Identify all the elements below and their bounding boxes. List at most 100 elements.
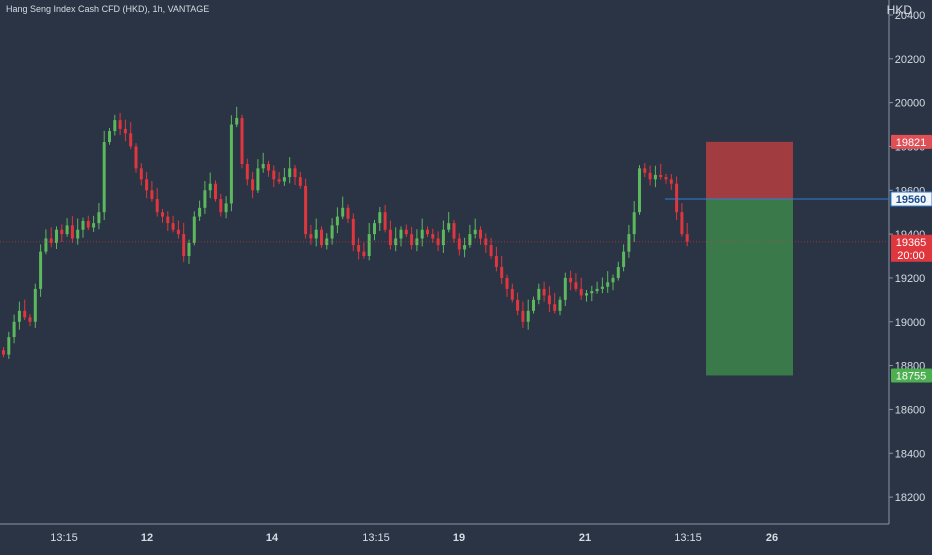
- candle: [33, 283, 37, 328]
- candle: [325, 233, 329, 250]
- candle-body: [579, 288, 583, 296]
- candle: [192, 211, 196, 246]
- candle: [92, 215, 96, 232]
- candle: [431, 228, 435, 243]
- take-profit-zone[interactable]: [706, 199, 793, 376]
- symbol-title: Hang Seng Index Cash CFD (HKD), 1h, VANT…: [6, 4, 210, 14]
- target-badge-text: 18755: [896, 370, 927, 382]
- entry-badge: 19560: [890, 191, 932, 207]
- candle-body: [272, 170, 276, 180]
- candle: [627, 224, 631, 258]
- candle-body: [394, 238, 398, 246]
- candle-body: [108, 131, 111, 143]
- y-tick-label: 19000: [895, 317, 926, 329]
- candle-body: [494, 256, 498, 267]
- candle: [314, 218, 318, 247]
- candle: [643, 163, 647, 178]
- candle: [97, 202, 101, 230]
- candle: [452, 219, 456, 243]
- candle-body: [118, 120, 122, 129]
- candle-body: [240, 117, 244, 164]
- candle-body: [325, 238, 329, 246]
- candle: [399, 226, 403, 247]
- candle-body: [176, 229, 180, 235]
- candle-body: [447, 223, 451, 230]
- stop-loss-zone[interactable]: [706, 141, 793, 200]
- candle: [500, 255, 504, 285]
- candle-body: [33, 288, 37, 322]
- candle-body: [611, 277, 615, 283]
- candle: [532, 296, 535, 314]
- candle: [256, 159, 260, 193]
- candle: [638, 165, 641, 215]
- candle-body: [44, 238, 48, 252]
- candle-body: [277, 179, 281, 182]
- candle: [229, 115, 233, 212]
- target-badge: 18755: [891, 368, 932, 383]
- candle-body: [585, 293, 588, 296]
- candle: [468, 224, 472, 248]
- candle: [219, 193, 223, 217]
- price-lines: [0, 198, 889, 243]
- candle: [203, 181, 207, 214]
- candle: [161, 208, 164, 223]
- stop-badge-text: 19821: [896, 137, 927, 149]
- candle-body: [65, 225, 69, 235]
- candle: [664, 173, 668, 184]
- candle: [341, 196, 345, 220]
- candle-body: [182, 234, 186, 257]
- candle-body: [309, 234, 313, 239]
- candle: [579, 277, 583, 300]
- candle-body: [229, 124, 233, 204]
- candle-body: [606, 282, 610, 287]
- candle-body: [293, 168, 297, 178]
- x-tick-label: 21: [579, 532, 591, 544]
- candle-body: [653, 174, 657, 180]
- candle: [569, 270, 573, 291]
- candle: [267, 160, 270, 177]
- candle-body: [574, 282, 578, 289]
- candle: [55, 226, 58, 250]
- x-tick-label: 13:15: [50, 532, 78, 544]
- candle: [585, 289, 588, 302]
- countdown-text: 20:00: [897, 250, 925, 262]
- candle-body: [304, 185, 308, 235]
- candle: [388, 220, 392, 250]
- candle-body: [420, 229, 424, 239]
- candle-body: [208, 183, 212, 191]
- candle: [611, 274, 615, 291]
- candle-body: [134, 146, 138, 169]
- y-tick-label: 18400: [895, 448, 926, 460]
- candle-body: [558, 299, 562, 311]
- candle: [330, 218, 334, 245]
- candles-layer: [2, 106, 689, 360]
- candle-body: [542, 288, 546, 296]
- candle-body: [113, 120, 117, 132]
- candle-body: [214, 183, 217, 200]
- candle: [171, 215, 175, 233]
- candle: [166, 211, 170, 232]
- candle-body: [669, 179, 673, 184]
- candle-body: [479, 229, 482, 239]
- candle: [526, 299, 530, 330]
- candle: [484, 233, 488, 253]
- candle: [102, 130, 106, 221]
- candle: [76, 218, 80, 245]
- candle: [235, 106, 239, 128]
- candle-body: [595, 288, 599, 292]
- candle: [155, 187, 159, 217]
- candle: [426, 226, 429, 237]
- entry-badge-text: 19560: [896, 194, 927, 206]
- candle: [441, 220, 445, 253]
- candle-body: [314, 229, 318, 239]
- x-tick-label: 13:15: [674, 532, 702, 544]
- candle-body: [426, 229, 429, 235]
- y-tick-label: 20000: [895, 98, 926, 110]
- candle: [653, 165, 657, 188]
- candle-body: [70, 225, 74, 239]
- candle-body: [60, 229, 64, 235]
- candle-body: [97, 212, 101, 224]
